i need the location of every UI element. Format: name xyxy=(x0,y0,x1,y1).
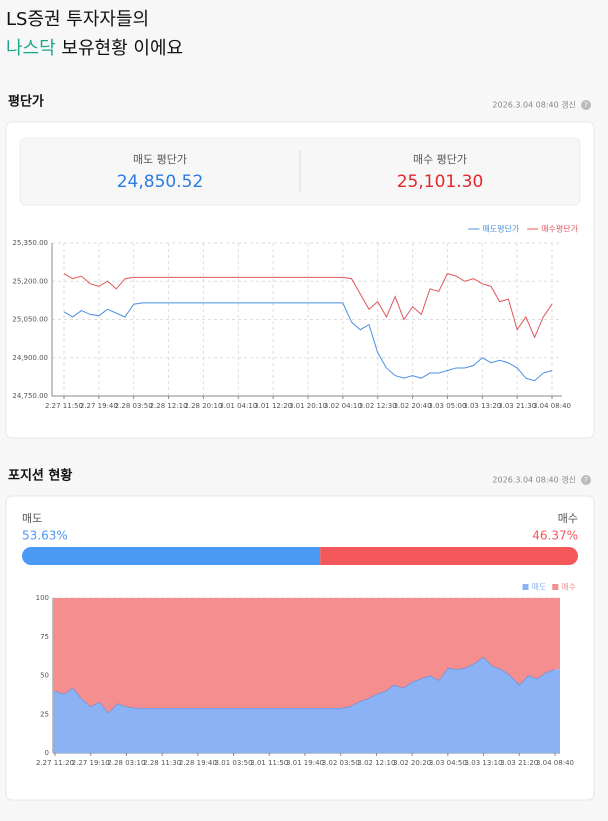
header-line1: LS증권 투자자들의 xyxy=(6,9,149,30)
x-tick-label: 2.27 19:40 xyxy=(80,402,118,410)
x-tick-label: 3.02 20:20 xyxy=(393,759,431,767)
x-tick-label: 2.28 11:30 xyxy=(143,759,181,767)
updated-time: 2026.3.04 08:40 갱신 xyxy=(492,100,576,110)
x-tick-label: 2.27 11:20 xyxy=(36,759,74,767)
x-tick-label: 3.03 21:30 xyxy=(498,402,536,410)
x-tick-label: 2.28 03:10 xyxy=(107,759,145,767)
section-title: 포지션 현황 xyxy=(8,468,72,484)
x-tick-label: 3.02 20:40 xyxy=(394,402,432,410)
buy-bar xyxy=(320,547,578,565)
x-tick-label: 3.01 03:50 xyxy=(215,759,253,767)
sell-avg-value: 24,850.52 xyxy=(117,172,204,192)
x-tick-label: 3.02 04:10 xyxy=(324,402,362,410)
header-highlight: 나스닥 xyxy=(6,38,56,59)
x-tick-label: 2.28 12:10 xyxy=(150,402,188,410)
y-tick-label: 24,750.00 xyxy=(12,392,48,400)
y-tick-label: 0 xyxy=(45,749,49,757)
buy-avg-value: 25,101.30 xyxy=(397,172,484,192)
x-tick-label: 2.28 20:10 xyxy=(184,402,222,410)
legend-label: 매도 xyxy=(532,583,547,592)
series-line xyxy=(63,302,553,382)
series-area xyxy=(53,598,560,713)
buy-avg-label: 매수 평단가 xyxy=(413,153,467,166)
x-tick-label: 3.01 12:20 xyxy=(254,402,292,410)
y-tick-label: 50 xyxy=(40,672,49,680)
legend-label: 매수평단가 xyxy=(541,224,578,234)
y-tick-label: 25,350.00 xyxy=(12,239,48,247)
buy-label: 매수 xyxy=(558,512,578,525)
header-rest: 보유현황 이에요 xyxy=(61,38,183,59)
series-area xyxy=(53,656,560,753)
x-tick-label: 2.27 11:50 xyxy=(45,402,83,410)
y-tick-label: 75 xyxy=(40,633,49,641)
y-tick-label: 100 xyxy=(36,594,49,602)
x-tick-label: 3.02 12:30 xyxy=(359,402,397,410)
legend-swatch xyxy=(522,584,529,590)
sell-label: 매도 xyxy=(22,512,42,525)
ratio-bar xyxy=(22,547,578,565)
x-tick-label: 3.03 13:10 xyxy=(465,759,503,767)
x-tick-label: 3.01 11:50 xyxy=(250,759,288,767)
x-tick-label: 2.27 19:10 xyxy=(72,759,110,767)
x-tick-label: 3.03 05:00 xyxy=(428,402,466,410)
x-tick-label: 3.02 12:10 xyxy=(357,759,395,767)
legend-label: 매도평단가 xyxy=(482,224,519,234)
y-tick-label: 25,050.00 xyxy=(12,316,48,324)
header-line2: 나스닥 보유현황 이에요 xyxy=(6,38,183,59)
updated-time: 2026.3.04 08:40 갱신 xyxy=(492,475,576,485)
x-tick-label: 3.01 04:10 xyxy=(219,402,257,410)
help-icon[interactable] xyxy=(581,475,591,485)
help-icon-text[interactable]: ? xyxy=(584,101,588,109)
x-tick-label: 3.04 08:40 xyxy=(536,759,574,767)
sell-bar xyxy=(22,547,321,565)
x-tick-label: 3.03 04:50 xyxy=(429,759,467,767)
x-tick-label: 3.01 19:40 xyxy=(286,759,324,767)
x-tick-label: 3.01 20:10 xyxy=(289,402,327,410)
help-icon[interactable] xyxy=(581,100,591,110)
series-line xyxy=(63,273,553,339)
legend-label: 매수 xyxy=(561,583,576,592)
x-tick-label: 2.28 19:40 xyxy=(179,759,217,767)
section-title: 평단가 xyxy=(8,94,44,110)
y-tick-label: 25,200.00 xyxy=(12,277,48,285)
x-tick-label: 3.02 03:50 xyxy=(322,759,360,767)
sell-pct: 53.63% xyxy=(22,529,68,543)
help-icon-text[interactable]: ? xyxy=(584,476,588,484)
y-tick-label: 25 xyxy=(40,710,49,718)
x-tick-label: 3.04 08:40 xyxy=(533,402,571,410)
sell-avg-label: 매도 평단가 xyxy=(133,153,187,166)
x-tick-label: 2.28 03:50 xyxy=(115,402,153,410)
y-tick-label: 24,900.00 xyxy=(12,354,48,362)
legend-swatch xyxy=(552,584,559,590)
x-tick-label: 3.03 13:20 xyxy=(463,402,501,410)
buy-pct: 46.37% xyxy=(532,529,578,543)
x-tick-label: 3.03 21:20 xyxy=(500,759,538,767)
